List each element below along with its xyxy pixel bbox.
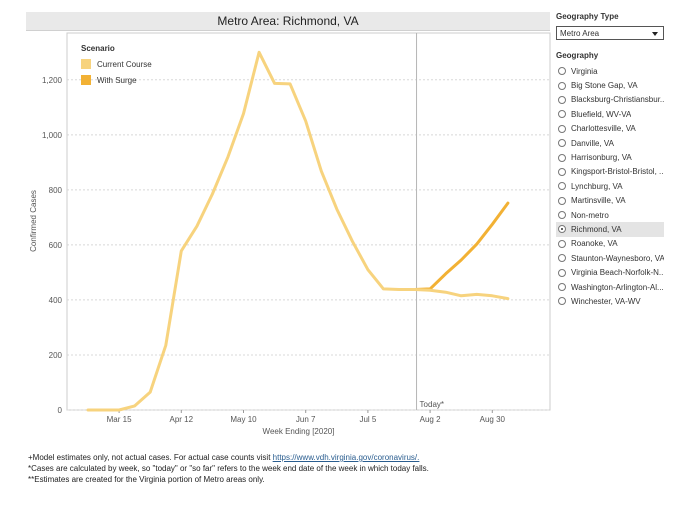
- geography-option-label: Kingsport-Bristol-Bristol, ...: [571, 167, 664, 177]
- geography-option-label: Winchester, VA-WV: [571, 296, 641, 306]
- radio-icon[interactable]: [558, 124, 566, 133]
- geography-heading: Geography: [556, 51, 599, 60]
- axes: 0 200 400 600 800 1,000 1,200 Mar 15 Apr 12 May 1…: [29, 76, 506, 436]
- legend-swatch-current-course: [81, 59, 91, 69]
- geography-option-label: Martinsville, VA: [571, 196, 626, 206]
- x-tick-label: Apr 12: [170, 415, 194, 424]
- chart-title: Metro Area: Richmond, VA: [26, 12, 550, 31]
- filter-panel: Geography Type Metro Area Geography Virg…: [556, 12, 690, 309]
- x-tick-label: May 10: [230, 415, 257, 424]
- geography-option[interactable]: Big Stone Gap, VA: [556, 78, 664, 92]
- radio-icon[interactable]: [558, 153, 566, 162]
- geography-type-value: Metro Area: [560, 29, 600, 38]
- chevron-down-icon: [652, 32, 658, 36]
- geography-option[interactable]: Virginia: [556, 64, 664, 78]
- radio-icon[interactable]: [558, 95, 566, 104]
- x-tick-label: Aug 2: [420, 415, 441, 424]
- y-tick-label: 400: [49, 296, 63, 305]
- geography-option-label: Washington-Arlington-Al...: [571, 282, 664, 292]
- geography-option[interactable]: Richmond, VA: [556, 222, 664, 237]
- y-tick-label: 800: [49, 186, 63, 195]
- radio-icon[interactable]: [558, 211, 566, 220]
- series-lines: [86, 50, 510, 412]
- geography-option-label: Roanoke, VA: [571, 239, 618, 249]
- geography-option-label: Richmond, VA: [571, 224, 622, 234]
- geography-option[interactable]: Charlottesville, VA: [556, 122, 664, 136]
- legend: Scenario Current Course With Surge: [81, 44, 152, 85]
- y-tick-label: 600: [49, 241, 63, 250]
- radio-icon[interactable]: [558, 196, 566, 205]
- footnote-weekly-cases: *Cases are calculated by week, so "today…: [28, 464, 429, 473]
- geography-option-label: Charlottesville, VA: [571, 124, 636, 134]
- x-axis-title: Week Ending [2020]: [263, 427, 335, 436]
- geography-radio-list: Virginia Big Stone Gap, VA Blacksburg-Chri…: [556, 64, 690, 309]
- vdh-link[interactable]: https://www.vdh.virginia.gov/coronavirus…: [272, 453, 420, 462]
- radio-icon[interactable]: [558, 283, 566, 292]
- geography-option-label: Non-metro: [571, 210, 609, 220]
- chart: 0 200 400 600 800 1,000 1,200 Mar 15 Apr 12 May 1…: [29, 32, 551, 436]
- geography-option-label: Blacksburg-Christiansbur...: [571, 95, 664, 105]
- today-label: Today*: [420, 400, 444, 409]
- radio-icon[interactable]: [558, 239, 566, 248]
- geography-option[interactable]: Martinsville, VA: [556, 194, 664, 208]
- x-tick-label: Aug 30: [480, 415, 506, 424]
- legend-label: Current Course: [97, 60, 152, 69]
- y-tick-label: 1,000: [42, 131, 63, 140]
- geography-option[interactable]: Danville, VA: [556, 136, 664, 150]
- radio-icon[interactable]: [558, 110, 566, 119]
- radio-icon[interactable]: [558, 268, 566, 277]
- y-tick-label: 200: [49, 351, 63, 360]
- geography-option[interactable]: Blacksburg-Christiansbur...: [556, 93, 664, 107]
- radio-icon[interactable]: [558, 81, 566, 90]
- footnote-model-estimates: +Model estimates only, not actual cases.…: [28, 453, 420, 462]
- radio-icon[interactable]: [558, 167, 566, 176]
- radio-icon[interactable]: [558, 67, 566, 76]
- geography-option-label: Lynchburg, VA: [571, 181, 623, 191]
- geography-option[interactable]: Roanoke, VA: [556, 237, 664, 251]
- x-tick-label: Mar 15: [107, 415, 132, 424]
- geography-type-heading: Geography Type: [556, 12, 619, 21]
- y-axis-title: Confirmed Cases: [29, 190, 38, 252]
- y-tick-label: 0: [58, 406, 63, 415]
- legend-label: With Surge: [97, 76, 137, 85]
- geography-option[interactable]: Washington-Arlington-Al...: [556, 280, 664, 294]
- footnote-virginia-portion: **Estimates are created for the Virginia…: [28, 475, 265, 484]
- geography-option-label: Virginia: [571, 66, 598, 76]
- plot-area: [66, 32, 551, 411]
- current-course-line: [86, 50, 510, 412]
- y-tick-label: 1,200: [42, 76, 63, 85]
- radio-icon[interactable]: [558, 182, 566, 191]
- radio-icon[interactable]: [558, 297, 566, 306]
- radio-selected-icon[interactable]: [558, 225, 566, 234]
- legend-swatch-with-surge: [81, 75, 91, 85]
- x-tick-label: Jun 7: [296, 415, 316, 424]
- geography-option[interactable]: Bluefield, WV-VA: [556, 107, 664, 121]
- geography-option-label: Staunton-Waynesboro, VA: [571, 253, 664, 263]
- geography-option[interactable]: Harrisonburg, VA: [556, 150, 664, 164]
- legend-title: Scenario: [81, 44, 115, 53]
- geography-option-label: Virginia Beach-Norfolk-N...: [571, 268, 664, 278]
- x-tick-label: Jul 5: [359, 415, 376, 424]
- geography-option-label: Big Stone Gap, VA: [571, 81, 638, 91]
- radio-icon[interactable]: [558, 139, 566, 148]
- geography-option[interactable]: Lynchburg, VA: [556, 179, 664, 193]
- geography-option[interactable]: Virginia Beach-Norfolk-N...: [556, 265, 664, 279]
- geography-option[interactable]: Winchester, VA-WV: [556, 294, 664, 308]
- geography-option[interactable]: Kingsport-Bristol-Bristol, ...: [556, 165, 664, 179]
- footnotes: +Model estimates only, not actual cases.…: [28, 452, 429, 485]
- geography-type-dropdown[interactable]: Metro Area: [556, 26, 664, 40]
- radio-icon[interactable]: [558, 254, 566, 263]
- geography-option-label: Harrisonburg, VA: [571, 153, 632, 163]
- geography-option[interactable]: Staunton-Waynesboro, VA: [556, 251, 664, 265]
- geography-option[interactable]: Non-metro: [556, 208, 664, 222]
- geography-option-label: Danville, VA: [571, 138, 614, 148]
- geography-option-label: Bluefield, WV-VA: [571, 109, 632, 119]
